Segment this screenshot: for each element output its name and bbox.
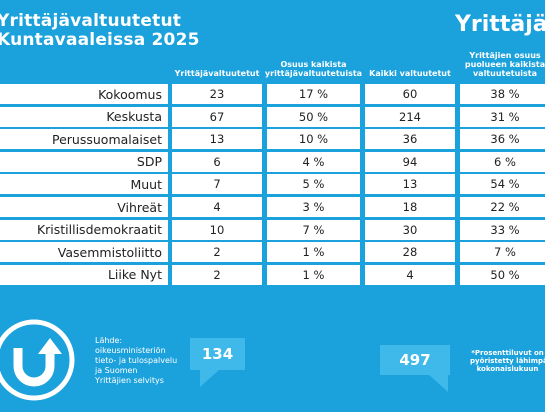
row-label: SDP [0,151,168,172]
column-header: Yrittäjävaltuutetut [174,69,260,78]
source-line: tieto- ja tulospalvelu [95,356,178,365]
table-cell: 6 [172,151,262,172]
table-cell: 18 [365,197,455,218]
column-header: Kaikki valtuutetut [369,69,451,78]
table-cell: 4 % [267,151,360,172]
total-entrepreneurs: 134 [190,338,245,370]
table-cell: 23 [172,84,262,105]
table-cell: 214 [365,106,455,127]
table-cell: 1 % [267,242,360,263]
table-cell: 4 [365,264,455,285]
table-cell: 3 % [267,197,360,218]
note-line: kokonaislukuun [476,365,539,373]
table-cell: 13 [365,174,455,195]
table-cell: 38 % [460,84,545,105]
row-label: Kokoomus [0,84,168,105]
table-cell: 1 % [267,264,360,285]
table-cell: 7 % [460,242,545,263]
row-label: Muut [0,174,168,195]
row-label: Liike Nyt [0,264,168,285]
table-cell: 30 [365,219,455,240]
source-line: Yrittäjien selvitys [95,376,164,385]
row-label: Perussuomalaiset [0,129,168,150]
table-cell: 7 % [267,219,360,240]
bubble-tail [428,374,448,392]
table-cell: 10 % [267,129,360,150]
column-header: Yrittäjien osuus puolueen kaikista valtu… [464,51,545,78]
table-cell: 7 [172,174,262,195]
table-cell: 54 % [460,174,545,195]
title-line: Yrittäjävaltuutetut [0,11,182,31]
table-cell: 2 [172,242,262,263]
logo-icon [0,319,75,401]
source-line: Lähde: [95,336,123,345]
table-cell: 2 [172,264,262,285]
table-cell: 94 [365,151,455,172]
table-cell: 36 % [460,129,545,150]
table-cell: 60 [365,84,455,105]
source-line: ja Suomen [95,366,138,375]
table-cell: 22 % [460,197,545,218]
row-label: Keskusta [0,106,168,127]
table-cell: 13 [172,129,262,150]
note-line: *Prosenttiluvut on [471,349,544,357]
table-cell: 50 % [267,106,360,127]
column-header: Osuus kaikista yrittäjävaltuutetuista [264,60,363,78]
table-cell: 36 [365,129,455,150]
note-line: pyöristetty lähimpään [470,357,545,365]
table-cell: 33 % [460,219,545,240]
row-label: Vasemmistoliitto [0,242,168,263]
bubble-tail [200,369,220,387]
source: Lähde: oikeusministeriön tieto- ja tulos… [95,336,177,386]
table-cell: 28 [365,242,455,263]
title-line: Kuntavaaleissa 2025 [0,30,200,50]
table-cell: 4 [172,197,262,218]
table-cell: 10 [172,219,262,240]
logo: Yrittäjät [455,12,545,37]
table-cell: 5 % [267,174,360,195]
title: Yrittäjävaltuutetut Kuntavaaleissa 2025 [0,12,200,50]
note: *Prosenttiluvut on pyöristetty lähimpään… [470,349,545,373]
total-councillors: 497 [380,345,450,375]
table-cell: 17 % [267,84,360,105]
table-cell: 67 [172,106,262,127]
table-cell: 50 % [460,264,545,285]
row-label: Kristillisdemokraatit [0,219,168,240]
table-cell: 31 % [460,106,545,127]
source-line: oikeusministeriön [95,346,166,355]
table-cell: 6 % [460,151,545,172]
row-label: Vihreät [0,197,168,218]
